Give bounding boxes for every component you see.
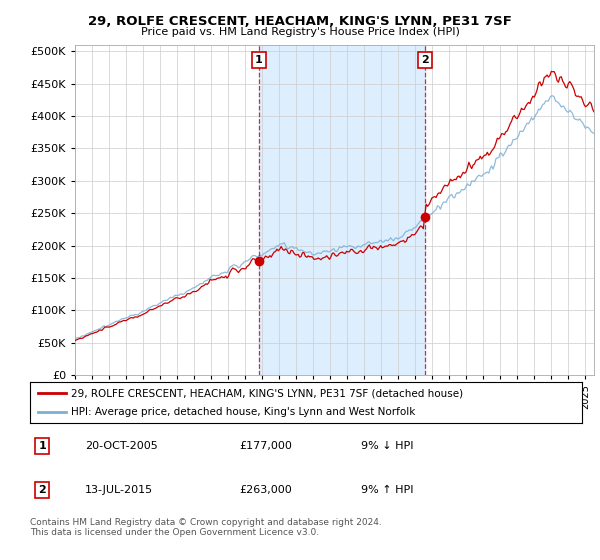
Text: £263,000: £263,000 <box>240 486 293 495</box>
Text: 9% ↑ HPI: 9% ↑ HPI <box>361 486 414 495</box>
Text: 29, ROLFE CRESCENT, HEACHAM, KING'S LYNN, PE31 7SF (detached house): 29, ROLFE CRESCENT, HEACHAM, KING'S LYNN… <box>71 389 464 398</box>
Text: 2: 2 <box>38 486 46 495</box>
Text: 20-OCT-2005: 20-OCT-2005 <box>85 441 158 451</box>
Bar <box>259 45 425 375</box>
Text: 2: 2 <box>421 55 428 64</box>
Text: HPI: Average price, detached house, King's Lynn and West Norfolk: HPI: Average price, detached house, King… <box>71 407 416 417</box>
Text: 13-JUL-2015: 13-JUL-2015 <box>85 486 154 495</box>
Text: Contains HM Land Registry data © Crown copyright and database right 2024.
This d: Contains HM Land Registry data © Crown c… <box>30 518 382 538</box>
Text: 1: 1 <box>38 441 46 451</box>
Text: £177,000: £177,000 <box>240 441 293 451</box>
Text: Price paid vs. HM Land Registry's House Price Index (HPI): Price paid vs. HM Land Registry's House … <box>140 27 460 37</box>
Text: 9% ↓ HPI: 9% ↓ HPI <box>361 441 414 451</box>
Text: 1: 1 <box>255 55 263 64</box>
Text: 29, ROLFE CRESCENT, HEACHAM, KING'S LYNN, PE31 7SF: 29, ROLFE CRESCENT, HEACHAM, KING'S LYNN… <box>88 15 512 28</box>
